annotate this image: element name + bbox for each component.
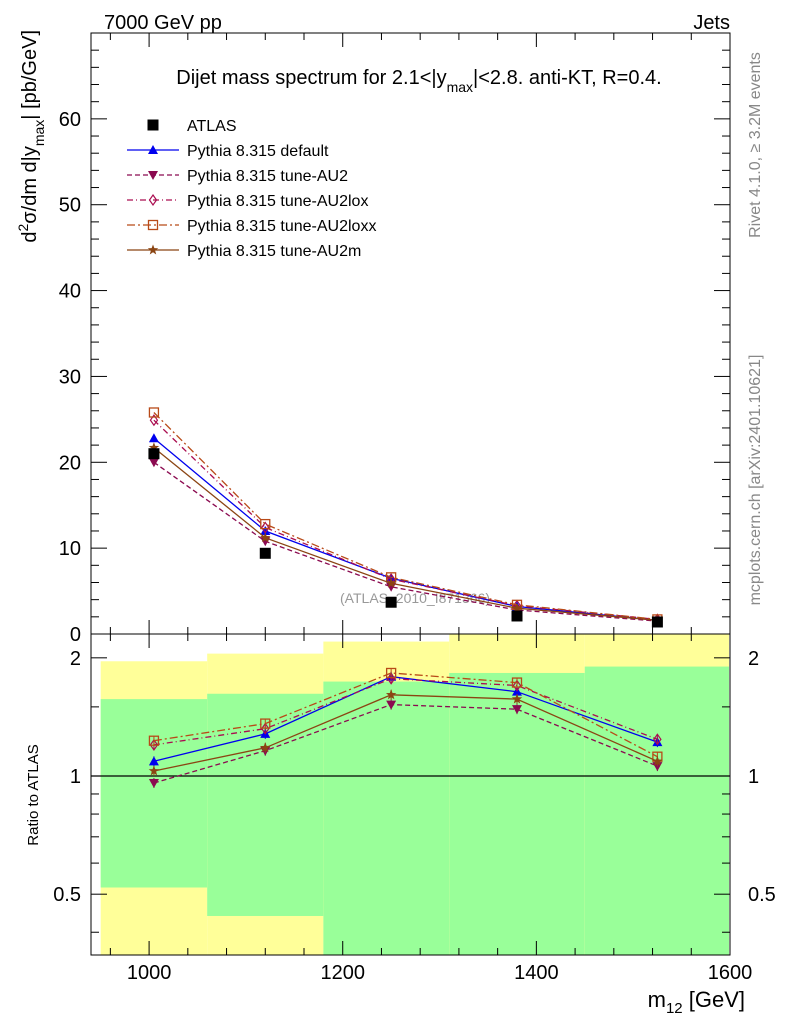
ratio-point-au2m (385, 689, 397, 700)
main-point-atlas (651, 616, 663, 628)
main-y-tick-label: 40 (59, 281, 81, 303)
ratio-point-au2m (260, 742, 271, 753)
ratio-y-tick-label-right: 2 (748, 648, 759, 670)
ratio-point-au2loxx (385, 667, 397, 679)
ratio-band-green (323, 681, 450, 955)
legend-marker-au2loxx (147, 219, 159, 231)
main-point-au2m (148, 442, 160, 453)
legend-label-au2: Pythia 8.315 tune-AU2 (187, 168, 348, 185)
main-y-tick-label: 20 (59, 452, 81, 474)
main-point-au2loxx (148, 407, 160, 418)
main-y-tick-label: 0 (70, 624, 81, 646)
mcplots-credit-label: mcplots.cern.ch [arXiv:2401.10621] (747, 355, 764, 606)
ratio-frame (90, 633, 731, 956)
ratio-panel: 0.5 0.5 1 1 2 2 1000 1200 1400 1600 Ratio to ATLA… (25, 633, 776, 1017)
ratio-y-tick-label-left: 0.5 (53, 884, 81, 906)
legend: ATLAS Pythia 8.315 default Pythia 8.315 tu… (127, 118, 376, 260)
main-point-au2m (511, 602, 523, 613)
main-point-au2m (385, 577, 397, 588)
x-tick-label: 1200 (320, 962, 365, 984)
main-point-atlas (511, 610, 523, 622)
main-line-au2loxx (153, 412, 658, 621)
x-tick-label: 1400 (514, 962, 559, 984)
main-point-atlas (259, 547, 271, 559)
ratio-point-au2 (148, 778, 159, 788)
main-point-au2m (260, 532, 271, 543)
ratio-y-tick-label-left: 1 (70, 766, 81, 788)
main-point-atlas (148, 448, 160, 460)
main-point-au2 (260, 537, 271, 547)
legend-marker-au2lox (148, 193, 158, 207)
main-y-tick-label: 10 (59, 538, 81, 560)
legend-label-atlas: ATLAS (187, 118, 237, 135)
ratio-point-au2 (512, 705, 522, 715)
main-y-tick-label: 50 (59, 195, 81, 217)
main-panel: (ATLAS_2010_I871366) 0 10 20 30 40 50 60 Dijet… (15, 30, 731, 646)
main-y-tick-label: 30 (59, 366, 81, 388)
ratio-point-au2m (148, 765, 160, 776)
legend-marker-au2m (147, 244, 159, 255)
ratio-band-green (584, 666, 729, 955)
x-axis-label: m12 [GeV] (648, 987, 745, 1017)
analysis-watermark: (ATLAS_2010_I871366) (340, 590, 490, 606)
main-point-au2 (148, 458, 159, 468)
ratio-point-au2m (511, 693, 523, 704)
ratio-band-green (100, 699, 208, 888)
header-jets-label: Jets (693, 12, 730, 34)
legend-marker-au2 (148, 171, 158, 180)
ratio-point-au2lox (512, 679, 522, 692)
x-tick-label: 1600 (708, 962, 753, 984)
ratio-y-tick-label-right: 1 (748, 766, 759, 788)
ratio-y-tick-label-left: 2 (70, 648, 81, 670)
main-point-au2lox (149, 414, 159, 427)
rivet-version-label: Rivet 4.1.0, ≥ 3.2M events (747, 52, 764, 238)
ratio-line-au2loxx (153, 672, 658, 758)
main-plot-title: Dijet mass spectrum for 2.1<|ymax|<2.8. … (176, 67, 661, 95)
main-point-atlas (385, 596, 397, 608)
main-y-axis-label: d2σ/dm d|ymax| [pb/GeV] (15, 30, 47, 243)
ratio-point-au2loxx (511, 677, 523, 688)
x-tick-label: 1000 (127, 962, 172, 984)
legend-label-au2lox: Pythia 8.315 tune-AU2lox (187, 193, 368, 210)
ratio-point-default (148, 756, 159, 766)
ratio-point-au2lox (653, 733, 662, 746)
ratio-point-au2loxx (148, 735, 160, 746)
main-point-default (148, 433, 159, 443)
main-point-au2loxx (260, 518, 271, 530)
legend-marker-atlas (147, 119, 159, 131)
ratio-y-tick-label-right: 0.5 (748, 884, 776, 906)
ratio-point-au2lox (261, 722, 270, 735)
main-y-tick-label: 60 (59, 109, 81, 131)
main-point-au2 (386, 582, 397, 592)
ratio-point-au2m (652, 755, 663, 766)
ratio-point-au2lox (149, 738, 159, 751)
main-line-au2 (153, 461, 658, 622)
legend-label-default: Pythia 8.315 default (187, 143, 329, 160)
header-energy-label: 7000 GeV pp (104, 12, 222, 34)
legend-marker-default (148, 145, 158, 154)
ratio-y-axis-label: Ratio to ATLAS (25, 744, 42, 845)
ratio-point-au2loxx (260, 718, 271, 729)
main-point-default (260, 525, 271, 535)
ratio-point-au2 (386, 700, 397, 710)
ratio-band-green (449, 672, 585, 955)
legend-label-au2m: Pythia 8.315 tune-AU2m (187, 243, 361, 260)
legend-label-au2loxx: Pythia 8.315 tune-AU2loxx (187, 218, 376, 235)
